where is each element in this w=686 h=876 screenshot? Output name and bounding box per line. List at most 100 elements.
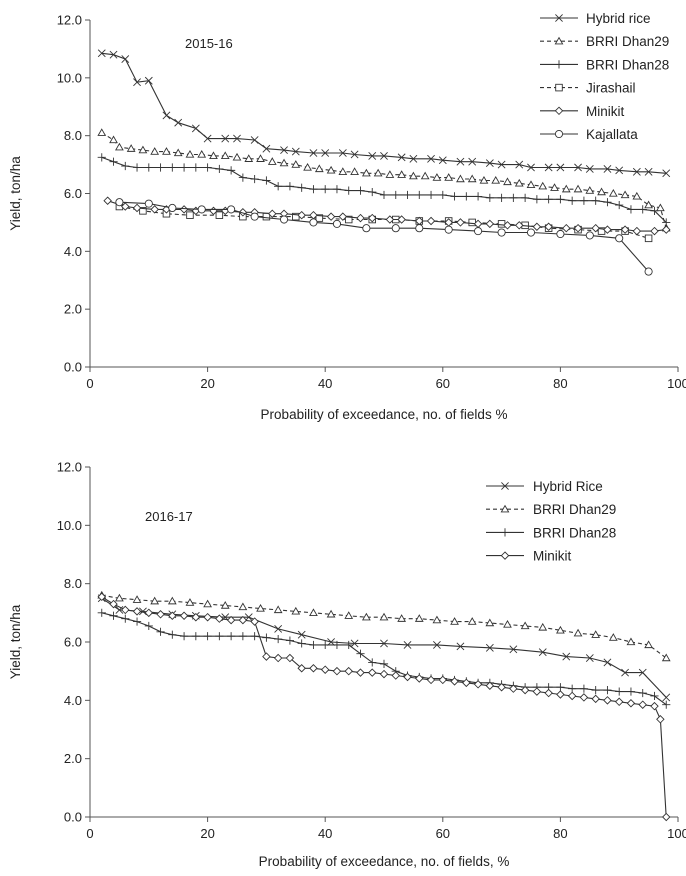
data-point <box>532 195 541 204</box>
data-point <box>608 633 618 641</box>
series-line <box>119 201 650 272</box>
x-tick-label: 60 <box>436 376 450 391</box>
data-point <box>662 225 671 234</box>
data-point <box>167 596 177 605</box>
data-point <box>509 684 518 693</box>
data-point <box>503 221 512 230</box>
data-point <box>344 640 353 650</box>
y-tick-label: 8.0 <box>64 576 82 591</box>
data-point <box>397 170 407 178</box>
data-point <box>238 173 247 182</box>
data-point <box>379 190 389 200</box>
data-point <box>191 163 200 172</box>
data-point <box>426 216 436 226</box>
data-point <box>427 154 435 163</box>
data-point <box>556 229 565 239</box>
data-point <box>380 639 388 648</box>
data-point <box>121 161 130 171</box>
data-point <box>121 605 130 615</box>
data-point <box>203 134 212 143</box>
data-point <box>368 213 377 223</box>
data-point <box>280 146 288 155</box>
data-point <box>485 193 494 202</box>
data-point <box>579 684 589 693</box>
data-point <box>562 223 571 233</box>
data-point <box>556 625 565 634</box>
y-tick-label: 4.0 <box>64 693 82 708</box>
data-point <box>221 134 230 143</box>
data-point <box>573 628 583 637</box>
data-point <box>644 167 653 176</box>
data-point <box>638 688 647 698</box>
season-annotation: 2015-16 <box>185 36 233 51</box>
x-tick-label: 20 <box>200 376 214 391</box>
data-point <box>415 190 424 200</box>
data-point <box>238 632 247 641</box>
data-point <box>385 215 395 224</box>
data-point <box>491 175 501 184</box>
series-line <box>101 52 667 174</box>
data-point <box>397 215 406 224</box>
data-point <box>556 195 565 204</box>
data-point <box>632 191 642 200</box>
data-point <box>309 218 318 227</box>
data-point <box>626 637 636 646</box>
data-point <box>285 636 295 645</box>
x-tick-label: 20 <box>200 826 214 841</box>
data-point <box>362 224 371 233</box>
data-point <box>597 187 606 196</box>
data-point <box>262 176 271 185</box>
data-point <box>97 128 107 136</box>
series-jirashail <box>115 202 653 243</box>
data-point <box>350 150 359 159</box>
y-tick-label: 10.0 <box>57 70 82 85</box>
legend-marker <box>554 106 564 116</box>
data-point <box>426 190 436 200</box>
data-point <box>262 633 271 642</box>
data-point <box>250 632 259 641</box>
data-point <box>156 627 165 636</box>
data-point <box>361 168 371 177</box>
data-point <box>515 160 524 169</box>
data-point <box>591 694 600 704</box>
data-point <box>233 134 241 143</box>
data-point <box>527 163 535 172</box>
data-point <box>285 653 295 663</box>
legend: Hybrid rice BRRI Dhan29 BRRI Dhan28 Jirasha… <box>540 11 669 142</box>
data-point <box>250 212 259 221</box>
data-point <box>115 142 124 151</box>
data-point <box>274 634 283 644</box>
data-point <box>544 163 553 172</box>
data-point <box>521 193 530 202</box>
data-point <box>473 192 483 201</box>
data-point <box>368 658 377 667</box>
chart-panel-2016-17: 0.0 2.0 4.0 6.0 8.0 10.0 12.0 0 20 40 60 80 100 Proba… <box>8 460 686 870</box>
data-point <box>220 601 230 609</box>
data-point <box>497 160 506 169</box>
data-point <box>620 190 630 199</box>
data-point <box>321 640 330 650</box>
data-point <box>467 617 477 625</box>
data-point <box>626 687 636 696</box>
data-point <box>655 203 665 212</box>
data-point <box>615 200 624 210</box>
y-tick-label: 10.0 <box>57 518 82 533</box>
data-point <box>626 205 636 214</box>
data-point <box>626 699 636 708</box>
data-point <box>567 691 577 701</box>
legend-marker <box>500 504 510 513</box>
data-point <box>162 147 171 155</box>
data-point <box>321 149 330 157</box>
data-point <box>150 205 159 214</box>
data-point <box>403 672 412 682</box>
season-annotation: 2016-17 <box>145 509 193 524</box>
data-point <box>615 166 624 175</box>
data-point <box>227 166 236 175</box>
data-point <box>215 614 224 623</box>
data-point <box>173 148 183 157</box>
legend-marker <box>554 60 564 69</box>
data-point <box>585 165 594 173</box>
data-point <box>591 196 600 205</box>
data-point <box>344 186 353 195</box>
data-point <box>444 173 454 181</box>
